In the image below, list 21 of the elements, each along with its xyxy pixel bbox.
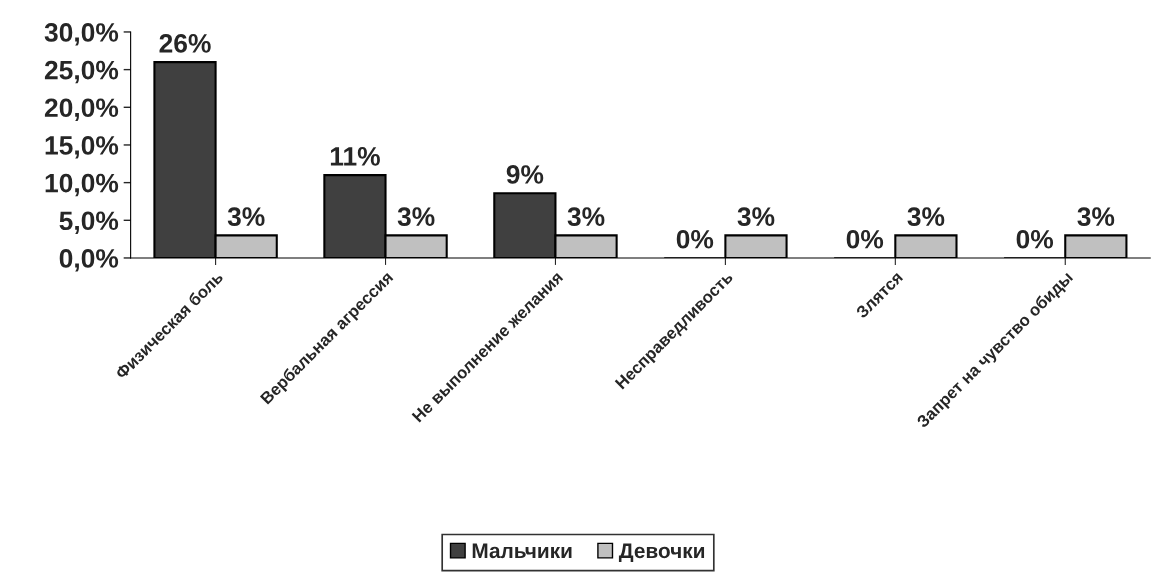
legend-label: Девочки: [618, 543, 705, 563]
y-tick-label: 5,0%: [59, 211, 119, 234]
y-tick-label: 15,0%: [45, 136, 119, 159]
y-tick-label: 20,0%: [44, 98, 119, 121]
data-label: 3%: [907, 207, 945, 227]
legend-label: Мальчики: [472, 543, 572, 559]
y-tick-label: 25,0%: [44, 60, 119, 84]
data-label: 0%: [1016, 229, 1054, 249]
y-tick-label: 0,0%: [59, 249, 119, 272]
data-label: 26%: [159, 34, 211, 53]
data-label: 0%: [676, 229, 714, 249]
data-label: 11%: [330, 147, 380, 166]
data-label: 3%: [567, 207, 605, 227]
data-label: 3%: [397, 207, 435, 227]
y-tick-label: 10,0%: [45, 173, 119, 197]
y-tick-label: 30,0%: [44, 23, 119, 46]
data-label: 9%: [506, 165, 544, 184]
data-label: 3%: [737, 207, 775, 227]
data-label: 0%: [846, 229, 884, 249]
data-label: 3%: [227, 207, 265, 227]
data-label: 3%: [1077, 207, 1115, 227]
